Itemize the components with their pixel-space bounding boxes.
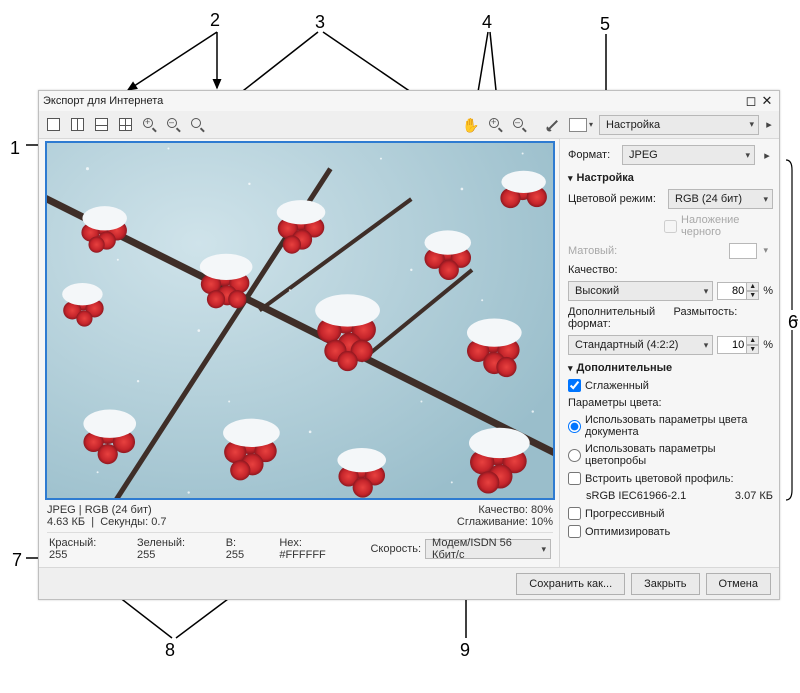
preview-pane[interactable] (45, 141, 555, 500)
toolbar: + – ✋ + – ▾ Настройка ▸ (39, 111, 779, 139)
view-split-h-button[interactable] (91, 115, 111, 135)
cp-proof-radio[interactable] (568, 449, 581, 462)
blue-label: B: (226, 537, 236, 549)
optimize-label: Оптимизировать (585, 526, 670, 538)
cancel-button[interactable]: Отмена (706, 573, 771, 595)
zoom-in2-button[interactable]: + (485, 115, 505, 135)
speed-label: Скорость: (370, 543, 421, 555)
cancel-label: Отмена (719, 578, 758, 590)
close-icon[interactable]: ✕ (759, 93, 775, 109)
embed-profile-checkbox[interactable] (568, 472, 581, 485)
window-title: Экспорт для Интернета (43, 95, 163, 107)
hex-label: Hex: (279, 537, 302, 549)
profile-name: sRGB IEC61966-2.1 (586, 490, 686, 502)
save-as-label: Сохранить как... (529, 578, 612, 590)
section-advanced[interactable]: Дополнительные (568, 362, 773, 374)
optimize-checkbox[interactable] (568, 525, 581, 538)
quality-spinner[interactable]: ▲▼ (717, 282, 759, 300)
embed-profile-label: Встроить цветовой профиль: (585, 473, 734, 485)
smoothed-checkbox[interactable] (568, 379, 581, 392)
preset-label: Настройка (606, 119, 660, 131)
section-settings-label: Настройка (577, 172, 634, 184)
restore-icon[interactable]: ◻ (743, 93, 759, 109)
zoom-fit-button[interactable] (187, 115, 207, 135)
quality-unit: % (763, 285, 773, 297)
save-as-button[interactable]: Сохранить как... (516, 573, 625, 595)
red-val: 255 (49, 549, 67, 561)
progressive-checkbox[interactable] (568, 507, 581, 520)
blur-input[interactable] (717, 336, 747, 354)
progressive-label: Прогрессивный (585, 508, 665, 520)
blue-val: 255 (226, 549, 244, 561)
info-sec-label: Секунды: (100, 516, 148, 528)
cp-doc-radio[interactable] (568, 420, 581, 433)
cp-doc-label: Использовать параметры цвета документа (585, 414, 773, 438)
subformat-label: Дополнительный формат: (568, 306, 668, 330)
zoom-out2-button[interactable]: – (509, 115, 529, 135)
hand-icon: ✋ (462, 118, 479, 132)
matte-black-checkbox (664, 220, 677, 233)
preview-info: JPEG | RGB (24 бит) Качество: 80% 4.63 К… (45, 500, 555, 563)
info-smooth: 10% (531, 516, 553, 528)
view-single-button[interactable] (43, 115, 63, 135)
view-split-v-button[interactable] (67, 115, 87, 135)
color-swatch-button[interactable]: ▾ (567, 115, 595, 135)
section-settings[interactable]: Настройка (568, 172, 773, 184)
blur-spinner[interactable]: ▲▼ (717, 336, 759, 354)
blur-label: Размытость: (674, 306, 774, 330)
color-params-label: Параметры цвета: (568, 397, 773, 409)
format-label: Формат: (568, 149, 618, 161)
close-button[interactable]: Закрыть (631, 573, 699, 595)
quality-value: Высокий (575, 285, 619, 297)
format-dropdown[interactable]: JPEG (622, 145, 755, 165)
info-format: JPEG | RGB (24 бит) (47, 504, 300, 516)
zoom-in-button[interactable]: + (139, 115, 159, 135)
preview-image (47, 143, 553, 498)
matte-swatch (729, 243, 757, 259)
close-label: Закрыть (644, 578, 686, 590)
section-advanced-label: Дополнительные (577, 362, 673, 374)
quality-dropdown[interactable]: Высокий (568, 281, 713, 301)
cp-proof-label: Использовать параметры цветопробы (585, 443, 773, 467)
blur-unit: % (763, 339, 773, 351)
view-quad-button[interactable] (115, 115, 135, 135)
info-quality: 80% (531, 504, 553, 516)
green-val: 255 (137, 549, 155, 561)
subformat-value: Стандартный (4:2:2) (575, 339, 678, 351)
dialog-footer: Сохранить как... Закрыть Отмена (39, 567, 779, 599)
eyedropper-button[interactable] (543, 115, 563, 135)
matte-label: Матовый: (568, 245, 617, 257)
preset-dropdown[interactable]: Настройка (599, 115, 759, 135)
info-filesize: 4.63 КБ (47, 516, 85, 528)
subformat-dropdown[interactable]: Стандартный (4:2:2) (568, 335, 713, 355)
colormode-dropdown[interactable]: RGB (24 бит) (668, 189, 773, 209)
info-quality-label: Качество: (478, 504, 528, 516)
export-dialog: Экспорт для Интернета ◻ ✕ + – ✋ + – ▾ На… (38, 90, 780, 600)
green-label: Зеленый: (137, 537, 185, 549)
speed-dropdown[interactable]: Модем/ISDN 56 Кбит/с (425, 539, 551, 559)
settings-panel: Формат: JPEG ▸ Настройка Цветовой режим:… (559, 139, 779, 567)
pan-button[interactable]: ✋ (461, 115, 481, 135)
swatch-icon (569, 118, 587, 132)
info-sec: 0.7 (151, 516, 166, 528)
titlebar: Экспорт для Интернета ◻ ✕ (39, 91, 779, 111)
format-value: JPEG (629, 149, 658, 161)
preset-menu-button[interactable]: ▸ (763, 118, 775, 131)
quality-pct-input[interactable] (717, 282, 747, 300)
quality-label: Качество: (568, 264, 773, 276)
profile-size: 3.07 КБ (735, 490, 773, 502)
hex-val: #FFFFFF (279, 549, 325, 561)
smoothed-label: Сглаженный (585, 380, 649, 392)
colormode-value: RGB (24 бит) (675, 193, 742, 205)
speed-value: Модем/ISDN 56 Кбит/с (432, 537, 534, 561)
info-smooth-label: Сглаживание: (457, 516, 528, 528)
format-menu-button[interactable]: ▸ (761, 149, 773, 162)
colormode-label: Цветовой режим: (568, 193, 664, 205)
matte-black-label: Наложение черного (681, 214, 773, 238)
eyedropper-icon (548, 120, 558, 130)
red-label: Красный: (49, 537, 96, 549)
zoom-out-button[interactable]: – (163, 115, 183, 135)
